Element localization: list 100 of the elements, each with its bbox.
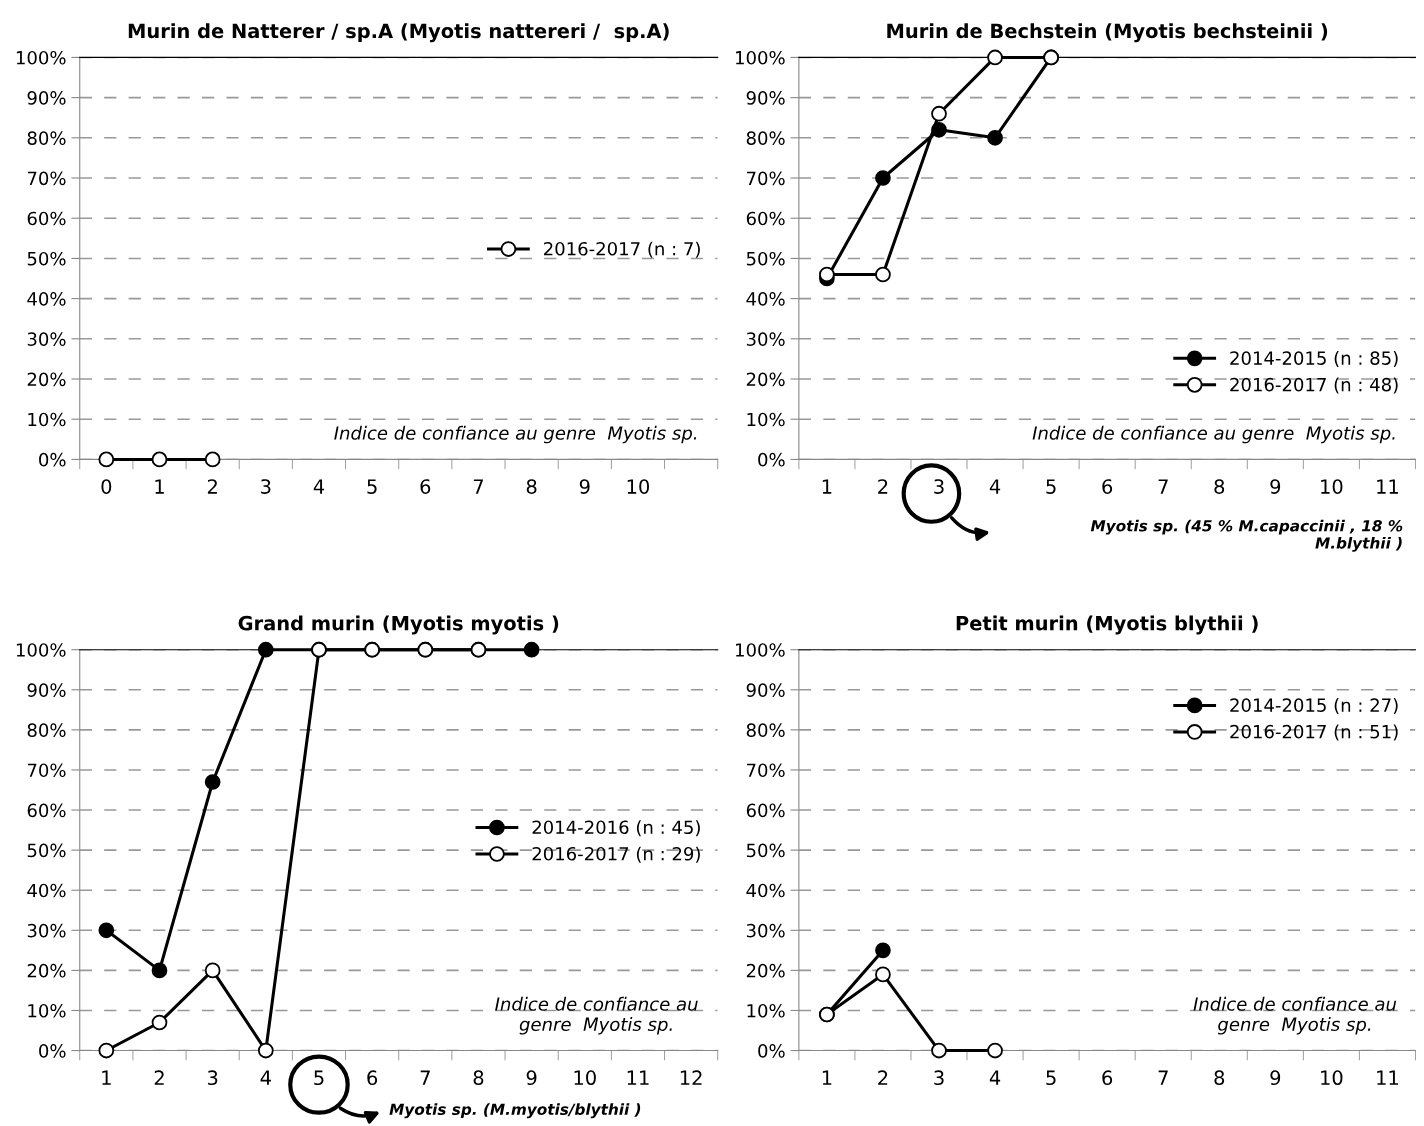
y-tick-label: 30%: [27, 923, 66, 938]
x-tick-label: 0: [101, 479, 112, 494]
x-tick-label: 6: [367, 1070, 378, 1086]
x-tick-label: 9: [526, 1070, 537, 1086]
y-tick-label: 60%: [746, 803, 785, 818]
x-tick-label: 4: [989, 479, 1001, 494]
x-tick-label: 7: [420, 1070, 430, 1085]
y-tick-label: 50%: [27, 251, 66, 266]
y-tick-label: 40%: [27, 883, 66, 898]
annotation: Indice de confiance au genre Myotis sp.: [1032, 425, 1395, 444]
x-tick-label: 8: [1214, 1070, 1225, 1086]
legend-label: 2016-2017 (n : 51): [1230, 724, 1398, 741]
x-tick-label: 5: [1046, 479, 1056, 494]
y-tick-label: 90%: [27, 91, 66, 105]
y-tick-label: 30%: [27, 332, 66, 346]
annotation: Indice de confiance au genre Myotis sp.: [1193, 996, 1397, 1035]
x-tick-label: 6: [1102, 479, 1113, 494]
y-tick-label: 40%: [746, 292, 785, 306]
y-tick-label: 70%: [747, 171, 785, 186]
x-tick-label: 9: [1270, 479, 1281, 494]
y-tick-label: 40%: [746, 883, 785, 898]
annotation: Indice de confiance au genre Myotis sp.: [495, 996, 698, 1035]
x-tick-label: 2: [878, 479, 888, 494]
y-tick-label: 80%: [746, 723, 785, 737]
y-tick-label: 10%: [747, 412, 785, 427]
legend-label: 2016-2017 (n : 7): [544, 241, 700, 258]
chart-title: Murin de Natterer / sp.A (Myotis nattereri / sp.A): [128, 23, 669, 43]
y-tick-label: 80%: [27, 723, 66, 737]
x-tick-label: 8: [1214, 479, 1225, 494]
y-tick-label: 20%: [27, 372, 66, 387]
text: Myotis sp. (45 % M.capaccinii , 18 % M.blythii ): [1090, 519, 1403, 552]
x-tick-label: 1: [155, 479, 164, 494]
y-tick-label: 20%: [27, 963, 66, 978]
x-tick-label: 10: [574, 1070, 596, 1086]
y-tick-label: 80%: [27, 131, 66, 145]
y-tick-label: 50%: [27, 843, 66, 858]
y-tick-label: 0%: [758, 1044, 785, 1058]
x-tick-label: 3: [934, 1070, 944, 1086]
chart-title: Murin de Bechstein (Myotis bechsteinii ): [887, 23, 1328, 43]
y-tick-label: 50%: [746, 251, 785, 266]
y-tick-label: 100%: [736, 643, 785, 657]
x-tick-label: 10: [1321, 1070, 1343, 1086]
y-tick-label: 90%: [746, 683, 785, 697]
x-tick-label: 11: [1377, 1070, 1398, 1085]
x-tick-label: 7: [1158, 479, 1168, 494]
y-tick-label: 100%: [736, 50, 785, 65]
y-tick-label: 20%: [746, 372, 785, 387]
legend-label: 2016-2017 (n : 48): [1230, 377, 1398, 394]
legend-label: 2014-2016 (n : 45): [532, 820, 700, 837]
annotation: Indice de confiance au genre Myotis sp.: [334, 425, 697, 444]
x-tick-label: 12: [680, 1070, 702, 1085]
x-tick-label: 2: [878, 1070, 888, 1085]
y-tick-label: 40%: [27, 292, 66, 306]
y-tick-label: 30%: [746, 332, 785, 346]
x-tick-label: 1: [822, 479, 832, 494]
x-tick-label: 2: [154, 1070, 164, 1085]
x-tick-label: 3: [261, 479, 271, 494]
y-tick-label: 80%: [746, 131, 785, 145]
y-tick-label: 60%: [746, 211, 785, 226]
y-tick-label: 90%: [746, 91, 785, 105]
text: Myotis sp. (M.myotis/blythii ): [389, 1103, 641, 1119]
y-tick-label: 10%: [747, 1003, 785, 1018]
x-tick-label: 8: [526, 479, 537, 494]
y-tick-label: 100%: [16, 643, 66, 657]
y-tick-label: 0%: [39, 452, 66, 467]
x-tick-label: 8: [473, 1070, 484, 1086]
x-tick-label: 1: [102, 1070, 111, 1085]
y-tick-label: 70%: [27, 763, 66, 778]
legend-label: 2014-2015 (n : 85): [1230, 350, 1398, 368]
x-tick-label: 11: [627, 1070, 649, 1085]
chart-title: Grand murin (Myotis myotis ): [238, 615, 559, 635]
y-tick-label: 70%: [747, 763, 785, 778]
x-tick-label: 5: [367, 479, 377, 494]
chart-title: Petit murin (Myotis blythii ): [956, 615, 1258, 635]
y-tick-label: 0%: [758, 452, 785, 467]
x-tick-label: 4: [313, 479, 325, 494]
x-tick-label: 10: [627, 479, 650, 494]
x-tick-label: 3: [934, 479, 944, 494]
y-tick-label: 10%: [28, 1003, 66, 1018]
y-tick-label: 30%: [746, 923, 785, 938]
y-tick-label: 60%: [27, 211, 66, 226]
x-tick-label: 5: [1046, 1070, 1056, 1086]
x-tick-label: 5: [314, 1070, 324, 1086]
x-tick-label: 4: [989, 1070, 1001, 1085]
x-tick-label: 4: [260, 1070, 271, 1085]
x-tick-label: 6: [420, 479, 431, 494]
y-tick-label: 50%: [746, 843, 785, 858]
y-tick-label: 20%: [746, 963, 785, 978]
x-tick-label: 11: [1377, 479, 1398, 494]
y-tick-label: 60%: [27, 803, 66, 818]
y-tick-label: 100%: [16, 50, 66, 65]
x-tick-label: 3: [207, 1070, 218, 1086]
x-tick-label: 7: [473, 479, 483, 494]
x-tick-label: 9: [1270, 1070, 1281, 1086]
x-tick-label: 6: [1102, 1070, 1113, 1086]
y-tick-label: 90%: [27, 683, 66, 697]
legend-label: 2014-2015 (n : 27): [1230, 698, 1398, 715]
legend-label: 2016-2017 (n : 29): [532, 846, 700, 863]
x-tick-label: 1: [822, 1070, 832, 1085]
x-tick-label: 7: [1158, 1070, 1168, 1085]
